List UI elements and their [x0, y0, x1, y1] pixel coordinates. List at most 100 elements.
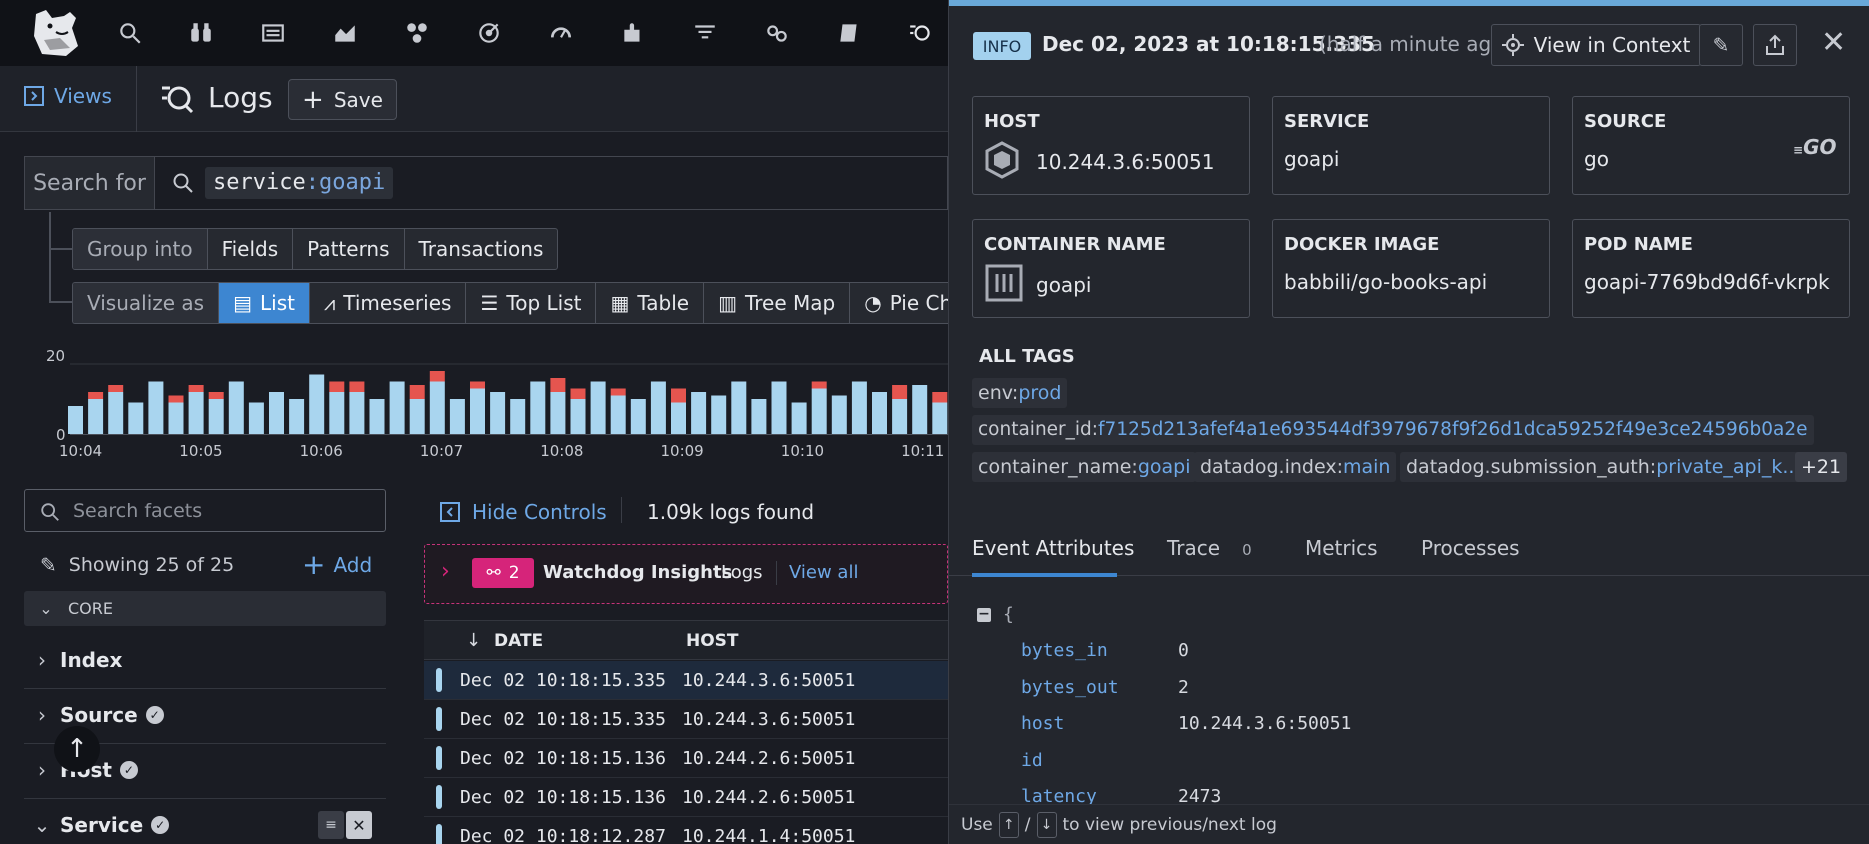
hist-bar-error[interactable] — [409, 385, 425, 399]
tab-processes[interactable]: Processes — [1421, 536, 1520, 560]
group-fields-button[interactable]: Fields — [206, 229, 293, 269]
hist-bar-info[interactable] — [269, 392, 284, 434]
hist-bar-info[interactable] — [449, 399, 465, 434]
group-transactions-button[interactable]: Transactions — [403, 229, 558, 269]
hist-bar-error[interactable] — [208, 392, 224, 399]
hist-bar-info[interactable] — [791, 402, 807, 435]
log-row[interactable]: Dec 02 10:18:15.136 10.244.2.6:50051 — [424, 778, 948, 817]
visualize-list-button[interactable]: ▤ List — [218, 283, 309, 323]
attribute-value[interactable]: 0 — [1178, 640, 1189, 661]
hist-bar-error[interactable] — [570, 388, 586, 400]
hist-bar-info[interactable] — [108, 392, 124, 434]
service-card[interactable]: SERVICE goapi — [1272, 96, 1550, 195]
infrastructure-icon[interactable] — [402, 18, 432, 48]
add-facet-button[interactable]: + Add — [302, 551, 372, 579]
tab-event-attributes[interactable]: Event Attributes — [972, 536, 1135, 560]
hist-bar-info[interactable] — [650, 381, 666, 435]
log-row[interactable]: Dec 02 10:18:15.335 10.244.3.6:50051 — [424, 700, 948, 739]
attribute-key[interactable]: host — [1021, 713, 1065, 734]
attribute-value[interactable]: 2473 — [1178, 786, 1222, 807]
hist-bar-error[interactable] — [88, 392, 104, 399]
hist-bar-info[interactable] — [590, 381, 606, 435]
sort-desc-icon[interactable]: ↓ — [466, 630, 482, 651]
hist-bar-info[interactable] — [912, 385, 928, 434]
group-patterns-button[interactable]: Patterns — [292, 229, 403, 269]
views-button[interactable]: Views — [24, 84, 112, 108]
attribute-value[interactable]: 10.244.3.6:50051 — [1178, 713, 1352, 734]
visualize-toplist-button[interactable]: ☰ Top List — [465, 283, 595, 323]
facet-source[interactable]: › Source ✓ — [24, 703, 386, 727]
hist-bar-info[interactable] — [510, 399, 526, 434]
hist-bar-info[interactable] — [329, 392, 345, 434]
hist-bar-info[interactable] — [550, 392, 566, 434]
hist-bar-info[interactable] — [289, 399, 305, 434]
log-row[interactable]: Dec 02 10:18:12.287 10.244.1.4:50051 — [424, 817, 948, 844]
more-tags-button[interactable]: +21 — [1795, 452, 1848, 482]
close-icon[interactable]: ✕ — [346, 811, 372, 839]
logs-filter-icon[interactable] — [690, 18, 720, 48]
hist-bar-info[interactable] — [68, 406, 83, 434]
hist-bar-info[interactable] — [208, 399, 224, 434]
hist-bar-error[interactable] — [168, 395, 184, 403]
scroll-to-top-button[interactable]: ↑ — [54, 726, 100, 772]
hist-bar-error[interactable] — [429, 371, 445, 382]
attribute-value[interactable]: 2 — [1178, 676, 1189, 698]
hist-bar-info[interactable] — [369, 399, 385, 434]
facet-section-core[interactable]: ⌄ CORE — [24, 591, 386, 626]
hist-bar-info[interactable] — [570, 399, 586, 434]
view-all-link[interactable]: View all — [789, 562, 859, 583]
hist-bar-error[interactable] — [188, 385, 204, 392]
logs-icon[interactable] — [906, 18, 936, 48]
hist-bar-info[interactable] — [851, 381, 867, 435]
edit-button[interactable]: ✎ — [1699, 24, 1743, 66]
log-volume-histogram[interactable] — [60, 348, 948, 468]
filter-icon[interactable]: ≡ — [318, 811, 344, 839]
hist-bar-error[interactable] — [932, 392, 948, 403]
close-icon[interactable]: ✕ — [1821, 25, 1847, 60]
tag-chip[interactable]: container_name:goapi — [972, 452, 1197, 482]
attribute-key[interactable]: bytes_in — [1021, 640, 1108, 661]
hist-bar-info[interactable] — [610, 395, 626, 435]
hist-bar-error[interactable] — [892, 385, 908, 399]
pod-name-card[interactable]: POD NAME goapi-7769bd9d6f-vkrpk — [1572, 219, 1850, 318]
hist-bar-info[interactable] — [731, 381, 747, 435]
facet-service[interactable]: ⌄ Service ✓ — [24, 813, 386, 837]
tag-chip[interactable]: datadog.index:main — [1194, 452, 1397, 482]
hist-bar-info[interactable] — [490, 392, 506, 434]
attribute-key[interactable]: id — [1021, 749, 1043, 771]
facet-index[interactable]: › Index — [24, 648, 386, 672]
share-button[interactable] — [1753, 24, 1797, 66]
hist-bar-info[interactable] — [872, 392, 887, 434]
hist-bar-info[interactable] — [671, 402, 686, 435]
hist-bar-info[interactable] — [771, 381, 787, 435]
hist-bar-info[interactable] — [751, 399, 767, 434]
hist-bar-info[interactable] — [88, 399, 104, 434]
log-row[interactable]: Dec 02 10:18:15.335 10.244.3.6:50051 — [424, 661, 948, 700]
column-date[interactable]: DATE — [494, 631, 544, 651]
integrations-icon[interactable] — [618, 18, 648, 48]
tab-trace[interactable]: Trace 0 — [1167, 536, 1252, 560]
facet-search-input[interactable]: Search facets — [24, 489, 386, 532]
binoculars-icon[interactable] — [186, 18, 216, 48]
hist-bar-info[interactable] — [148, 381, 164, 435]
hist-bar-info[interactable] — [811, 388, 827, 435]
hist-bar-error[interactable] — [329, 381, 345, 393]
search-query-pill[interactable]: service:goapi — [205, 167, 394, 199]
hist-bar-info[interactable] — [530, 381, 546, 435]
hist-bar-info[interactable] — [831, 395, 847, 435]
hist-bar-error[interactable] — [349, 381, 365, 393]
visualize-pie-button[interactable]: ◔ Pie Ch — [849, 283, 966, 323]
collapse-json-icon[interactable]: − — [977, 606, 991, 622]
watchdog-insights-banner[interactable]: › ⚯ 2 Watchdog Insights Logs View all — [424, 544, 948, 604]
hist-bar-error[interactable] — [470, 381, 485, 389]
hide-controls-button[interactable]: Hide Controls — [440, 500, 607, 524]
container-name-card[interactable]: CONTAINER NAME goapi — [972, 219, 1250, 318]
tag-chip[interactable]: container_id:f7125d213afef4a1e693544df39… — [972, 415, 1814, 445]
hist-bar-error[interactable] — [610, 388, 626, 396]
tag-chip[interactable]: env:prod — [972, 378, 1068, 408]
hist-bar-info[interactable] — [188, 392, 204, 434]
hist-bar-info[interactable] — [168, 402, 184, 435]
monitor-icon[interactable] — [474, 18, 504, 48]
search-icon[interactable] — [115, 18, 145, 48]
hist-bar-info[interactable] — [470, 388, 485, 435]
